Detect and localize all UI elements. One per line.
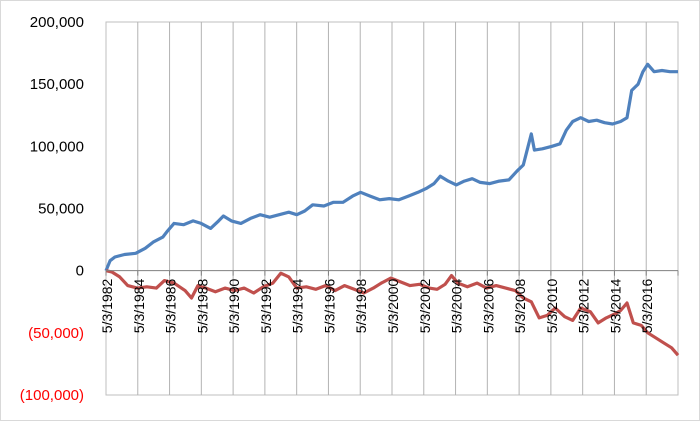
y-tick-label: 100,000 [30,138,84,155]
x-tick-label: 5/3/2016 [639,278,655,333]
x-tick-label: 5/3/1998 [353,278,369,333]
x-tick-label: 5/3/1984 [131,278,147,333]
x-tick-label: 5/3/1992 [258,278,274,333]
x-tick-label: 5/3/2006 [480,278,496,333]
x-tick-label: 5/3/1994 [290,278,306,333]
x-tick-label: 5/3/2000 [385,278,401,333]
x-tick-label: 5/3/1990 [226,278,242,333]
x-tick-label: 5/3/1996 [321,278,337,333]
y-tick-label: (100,000) [20,387,84,404]
x-tick-label: 5/3/2010 [544,278,560,333]
x-tick-label: 5/3/2012 [576,278,592,333]
x-tick-label: 5/3/2004 [449,278,465,333]
y-tick-label: (50,000) [28,325,84,342]
y-tick-label: 50,000 [38,201,84,218]
x-tick-label: 5/3/2014 [607,278,623,333]
x-tick-label: 5/3/2008 [512,278,528,333]
x-tick-label: 5/3/1986 [163,278,179,333]
y-tick-label: 200,000 [30,14,84,31]
y-tick-label: 0 [76,263,84,280]
x-tick-label: 5/3/2002 [417,278,433,333]
y-tick-label: 150,000 [30,76,84,93]
x-tick-label: 5/3/1988 [194,278,210,333]
y-axis-labels: 200,000 150,000 100,000 50,000 0 (50,000) (100… [20,14,84,404]
series-line-1 [104,62,678,272]
series-line-2 [105,269,680,357]
x-tick-label: 5/3/1982 [99,278,115,333]
